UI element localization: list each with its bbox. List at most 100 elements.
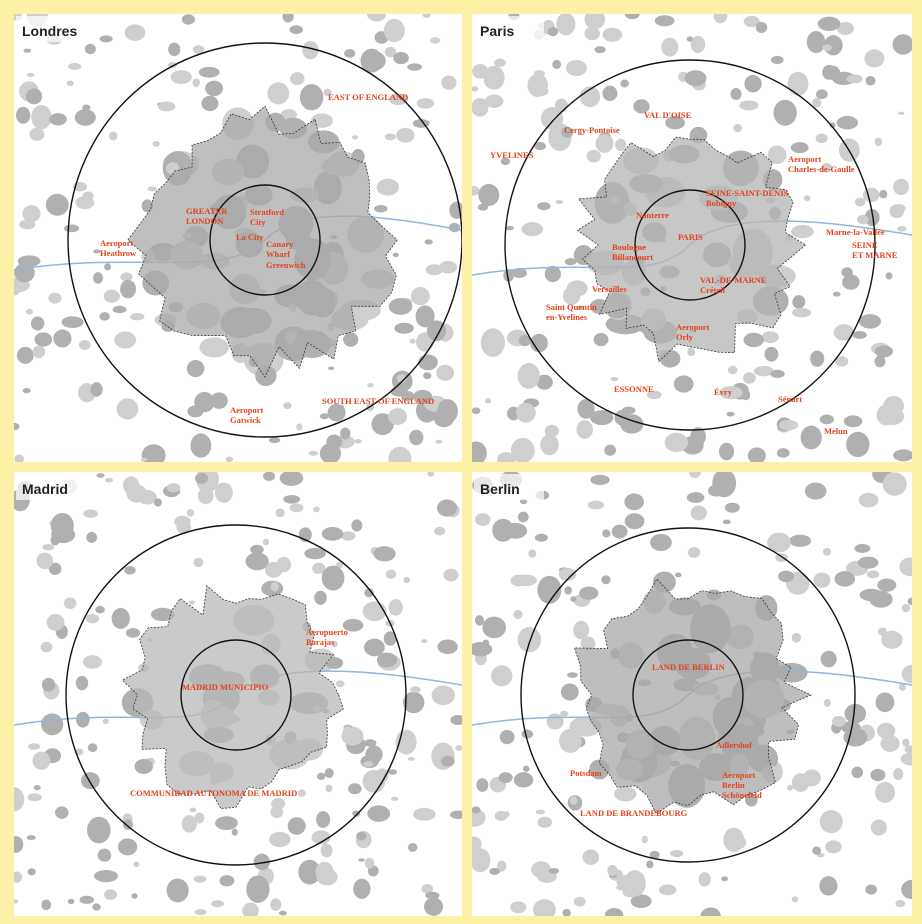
place-label: Évry — [714, 387, 733, 397]
urban-area — [854, 197, 866, 207]
urban-area — [686, 492, 705, 503]
urban-area — [747, 447, 766, 462]
urban-area — [352, 810, 361, 817]
urban-area — [424, 897, 444, 916]
place-label: SEINE-SAINT-DENIS — [706, 188, 789, 198]
urban-area — [770, 369, 785, 378]
urban-area — [595, 134, 614, 153]
urban-area — [153, 498, 162, 507]
urban-area — [409, 338, 416, 344]
urban-area — [351, 135, 359, 140]
urban-area — [893, 449, 912, 462]
urban-area — [342, 725, 353, 737]
place-label: Berlin — [722, 780, 745, 790]
urban-area — [744, 793, 758, 807]
urban-area — [441, 75, 457, 90]
urban-area — [450, 714, 462, 725]
place-label: Wharf — [266, 249, 290, 259]
urban-area — [275, 508, 285, 518]
urban-area — [87, 816, 111, 844]
urban-area — [85, 613, 100, 624]
urban-area — [514, 574, 538, 587]
urban-area — [544, 424, 559, 438]
urban-area — [302, 40, 319, 60]
urban-area — [722, 519, 731, 525]
urban-area — [423, 372, 432, 380]
urban-area — [537, 816, 553, 828]
urban-area — [108, 131, 118, 141]
urban-area — [800, 425, 822, 450]
urban-area — [513, 772, 534, 788]
urban-area — [786, 785, 794, 791]
urban-area — [804, 482, 827, 500]
urban-area — [570, 596, 577, 602]
urban-area — [472, 98, 489, 117]
urban-area — [388, 446, 412, 462]
urban-area — [279, 472, 304, 486]
urban-area — [739, 100, 759, 111]
urban-area — [791, 896, 799, 903]
urban-area — [383, 18, 405, 43]
urban-area — [166, 483, 181, 493]
urban-area — [582, 849, 600, 865]
urban-area — [767, 145, 787, 165]
urban-area — [564, 586, 572, 595]
urban-area — [25, 88, 43, 105]
urban-area — [858, 492, 879, 508]
urban-area — [14, 454, 25, 462]
urban-area — [354, 438, 362, 444]
urban-area — [450, 810, 462, 819]
urban-area — [577, 399, 595, 419]
urban-area — [607, 864, 618, 877]
urban-area — [733, 836, 747, 849]
urban-area — [388, 93, 408, 106]
urban-area — [392, 252, 399, 258]
place-label: City — [250, 217, 266, 227]
urban-area — [518, 335, 531, 347]
urban-area — [325, 784, 333, 793]
urban-area — [900, 752, 912, 766]
urban-area — [821, 163, 833, 173]
place-label: LAND DE BERLIN — [652, 662, 726, 672]
urban-area — [822, 64, 836, 80]
urban-area — [832, 715, 846, 727]
urban-area — [16, 346, 34, 364]
urban-area — [324, 768, 334, 779]
urban-area — [874, 355, 886, 368]
urban-area — [586, 149, 601, 163]
urban-area — [297, 789, 306, 797]
place-label: en-Yvelines — [546, 312, 588, 322]
urban-area — [168, 42, 181, 57]
urban-area — [27, 793, 42, 802]
urban-area — [263, 472, 276, 481]
urban-area — [367, 383, 374, 388]
urban-area — [851, 766, 864, 779]
urban-area — [641, 835, 648, 844]
urban-area — [199, 337, 229, 358]
urban-area — [201, 95, 219, 112]
urban-area — [907, 597, 912, 606]
urban-area — [791, 632, 802, 643]
urban-area — [14, 836, 24, 853]
urban-area — [482, 616, 507, 639]
urban-area — [388, 599, 403, 616]
outer-ring — [504, 59, 876, 431]
urban-area — [104, 263, 112, 271]
urban-area — [270, 805, 284, 819]
urban-area — [822, 547, 832, 556]
urban-area — [396, 127, 415, 143]
urban-area — [874, 137, 883, 147]
urban-area — [362, 761, 374, 767]
urban-area — [552, 59, 562, 69]
urban-area — [97, 848, 112, 862]
urban-area — [32, 751, 51, 770]
urban-area — [484, 94, 504, 108]
place-label: Aeroport — [230, 405, 264, 415]
place-label: Aeroport — [788, 154, 822, 164]
urban-area — [556, 14, 576, 36]
urban-area — [167, 62, 177, 69]
urban-area — [420, 639, 428, 644]
urban-area — [500, 157, 511, 166]
urban-area — [157, 101, 176, 112]
title-backdrop — [16, 474, 86, 500]
